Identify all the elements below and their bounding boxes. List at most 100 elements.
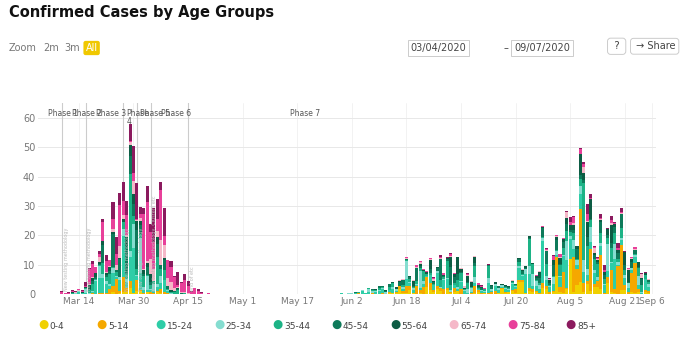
Bar [600,218,602,219]
Bar [463,290,466,291]
Bar [101,278,104,293]
Bar [98,293,101,294]
Bar [545,276,548,280]
Bar [98,265,101,266]
Bar [98,257,101,262]
Bar [142,274,146,276]
Bar [453,274,455,275]
Bar [545,286,548,289]
Bar [118,246,121,258]
Bar [456,289,459,291]
Bar [477,288,480,289]
Bar [600,234,602,243]
Bar [542,288,544,294]
Bar [473,263,476,266]
Bar [121,222,125,229]
Bar [470,282,473,287]
Bar [640,292,643,293]
Bar [159,190,162,240]
Bar [108,274,111,284]
Bar [555,237,558,240]
Bar [135,275,139,276]
Bar [579,154,582,175]
Bar [569,222,572,225]
Bar [170,261,172,268]
Bar [640,285,643,292]
Bar [419,262,422,264]
Bar [518,280,520,282]
Bar [149,259,152,275]
Bar [88,285,90,289]
Bar [609,248,613,262]
Bar [118,277,121,278]
Bar [139,218,142,221]
Bar [105,273,108,275]
Bar [408,279,411,282]
Bar [470,288,473,292]
Bar [98,264,101,265]
Bar [442,277,446,279]
Bar [419,293,422,294]
Bar [633,255,637,257]
Bar [600,255,602,289]
Bar [419,288,422,290]
Bar [135,291,139,294]
Bar [70,293,74,294]
Bar [538,289,541,293]
Bar [562,238,565,239]
Bar [125,215,128,235]
Bar [575,246,578,249]
Bar [551,255,555,256]
Bar [374,290,377,291]
Bar [132,194,135,204]
Bar [371,289,374,290]
Bar [630,273,633,292]
Bar [377,286,381,288]
Bar [186,281,190,286]
Bar [156,244,159,257]
Bar [572,230,575,233]
Bar [105,261,108,272]
Bar [504,292,507,293]
Bar [88,289,90,290]
Bar [183,280,186,292]
Bar [428,273,432,275]
Bar [425,277,428,287]
Bar [490,292,493,294]
Bar [77,291,81,292]
Text: ●: ● [155,318,166,331]
Bar [163,270,166,280]
Bar [135,183,139,218]
Bar [609,225,613,243]
Bar [149,292,152,294]
Bar [115,269,118,270]
Bar [486,266,490,278]
Bar [511,291,514,294]
Bar [388,284,391,287]
Bar [118,291,121,293]
Bar [146,276,148,290]
Bar [453,285,455,288]
Bar [518,262,520,266]
Bar [173,291,176,292]
Bar [163,280,166,292]
Bar [579,149,582,154]
Bar [470,287,473,288]
Bar [507,288,511,289]
Bar [91,293,94,294]
Bar [74,291,77,292]
Bar [504,293,507,294]
Bar [545,289,548,294]
Bar [460,269,462,272]
Bar [163,236,166,245]
Bar [504,289,507,292]
Bar [118,278,121,280]
Bar [408,277,411,279]
Bar [95,273,97,277]
Bar [428,259,432,269]
Bar [139,234,142,238]
Bar [514,293,517,294]
Bar [170,268,172,282]
Bar [152,242,155,269]
Bar [647,280,650,281]
